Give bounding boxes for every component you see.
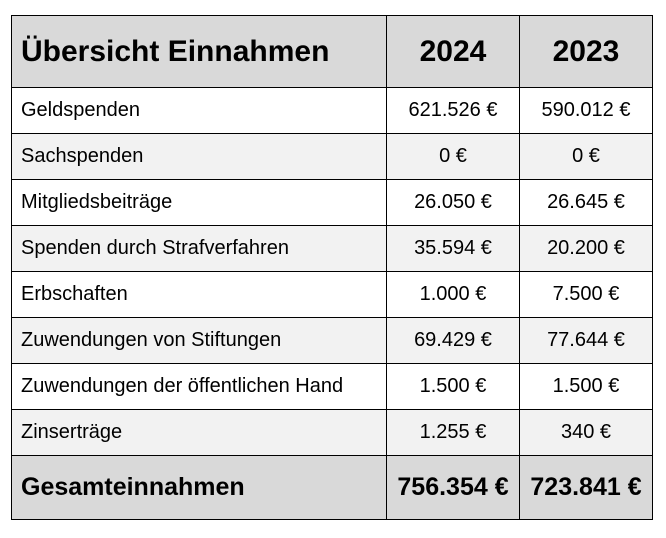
table-header-row: Übersicht Einnahmen 2024 2023 xyxy=(11,15,653,88)
value-2023: 0 € xyxy=(519,133,653,180)
income-overview-table: Übersicht Einnahmen 2024 2023 Geldspende… xyxy=(11,15,653,520)
row-label: Geldspenden xyxy=(11,87,387,134)
table-row: Erbschaften 1.000 € 7.500 € xyxy=(11,271,653,318)
row-label: Mitgliedsbeiträge xyxy=(11,179,387,226)
value-2024: 1.255 € xyxy=(386,409,520,456)
value-2023: 20.200 € xyxy=(519,225,653,272)
column-header-2024: 2024 xyxy=(386,15,520,88)
value-2023: 26.645 € xyxy=(519,179,653,226)
table-row: Spenden durch Strafverfahren 35.594 € 20… xyxy=(11,225,653,272)
table-row: Zuwendungen von Stiftungen 69.429 € 77.6… xyxy=(11,317,653,364)
value-2024: 621.526 € xyxy=(386,87,520,134)
value-2024: 1.000 € xyxy=(386,271,520,318)
table-row: Zuwendungen der öffentlichen Hand 1.500 … xyxy=(11,363,653,410)
row-label: Spenden durch Strafverfahren xyxy=(11,225,387,272)
table-title: Übersicht Einnahmen xyxy=(11,15,387,88)
row-label: Zuwendungen von Stiftungen xyxy=(11,317,387,364)
row-label: Erbschaften xyxy=(11,271,387,318)
total-2024: 756.354 € xyxy=(386,455,520,520)
column-header-2023: 2023 xyxy=(519,15,653,88)
table-row: Geldspenden 621.526 € 590.012 € xyxy=(11,87,653,134)
value-2024: 0 € xyxy=(386,133,520,180)
row-label: Sachspenden xyxy=(11,133,387,180)
value-2024: 1.500 € xyxy=(386,363,520,410)
value-2024: 35.594 € xyxy=(386,225,520,272)
value-2023: 340 € xyxy=(519,409,653,456)
table-row: Mitgliedsbeiträge 26.050 € 26.645 € xyxy=(11,179,653,226)
value-2023: 7.500 € xyxy=(519,271,653,318)
row-label: Zuwendungen der öffentlichen Hand xyxy=(11,363,387,410)
total-2023: 723.841 € xyxy=(519,455,653,520)
row-label: Zinserträge xyxy=(11,409,387,456)
value-2023: 77.644 € xyxy=(519,317,653,364)
value-2024: 26.050 € xyxy=(386,179,520,226)
table-row: Zinserträge 1.255 € 340 € xyxy=(11,409,653,456)
value-2023: 1.500 € xyxy=(519,363,653,410)
table-row: Sachspenden 0 € 0 € xyxy=(11,133,653,180)
value-2023: 590.012 € xyxy=(519,87,653,134)
value-2024: 69.429 € xyxy=(386,317,520,364)
total-label: Gesamteinnahmen xyxy=(11,455,387,520)
income-table-container: Übersicht Einnahmen 2024 2023 Geldspende… xyxy=(11,15,653,520)
total-row: Gesamteinnahmen 756.354 € 723.841 € xyxy=(11,455,653,520)
